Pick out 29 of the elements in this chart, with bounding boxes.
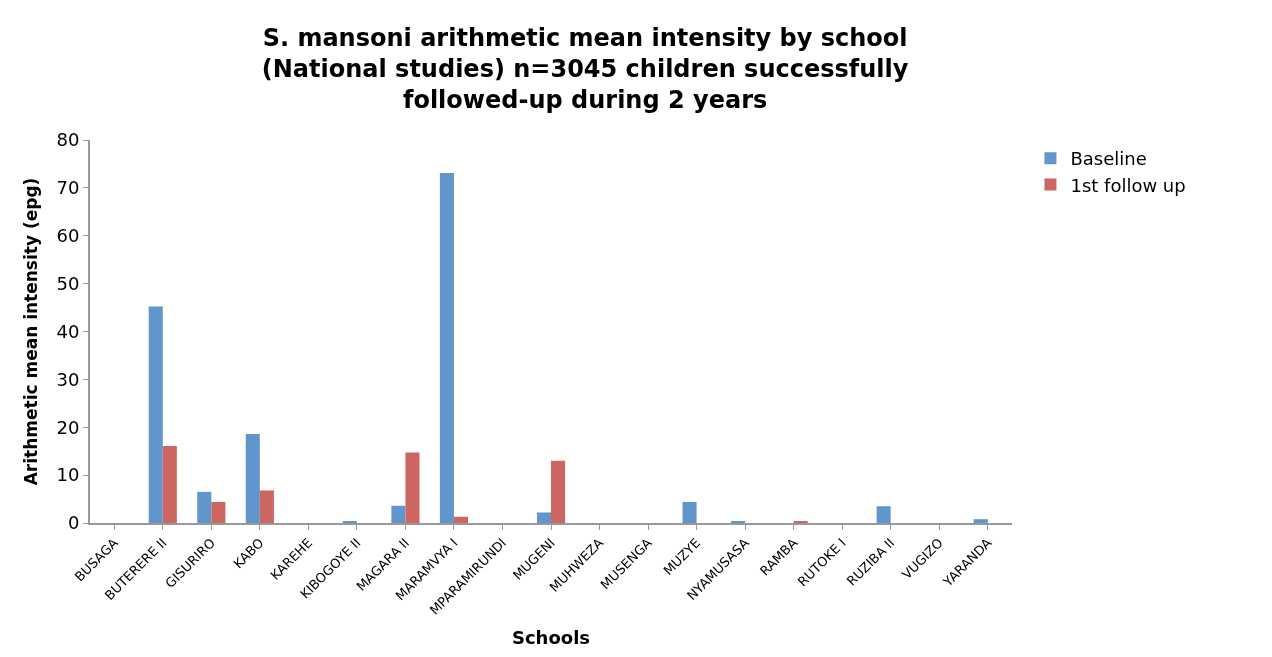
legend-label: Baseline [1070,148,1147,170]
y-tick-label: 30 [56,368,80,390]
bar [259,490,274,523]
y-tick-label: 50 [56,272,80,294]
bar [439,173,454,523]
y-tick-label: 20 [56,416,80,438]
bar [973,519,988,523]
x-axis-title: Schools [511,627,591,649]
y-tick-label: 0 [67,512,80,534]
y-tick-label: 40 [56,320,80,342]
chart-title: S. mansoni arithmetic mean intensity by school (National studies) n=3045 children successfully followed-up during 2 years [261,23,909,115]
y-tick-label: 10 [56,464,80,486]
y-axis-title: Arithmetic mean intensity (epg) [20,177,41,486]
y-tick-label: 60 [56,225,80,247]
bar [405,452,420,523]
bar [391,505,406,523]
bar [551,460,566,523]
legend-label: 1st follow up [1070,174,1186,196]
bar [148,306,163,523]
y-tick-label: 80 [56,129,80,151]
bar [876,506,891,523]
bar [453,516,469,523]
bar [682,501,697,523]
bar [211,501,226,523]
y-tick-label: 70 [56,177,80,199]
bar [197,491,212,523]
bar [245,433,260,523]
bar [162,445,177,523]
bar [536,512,551,523]
